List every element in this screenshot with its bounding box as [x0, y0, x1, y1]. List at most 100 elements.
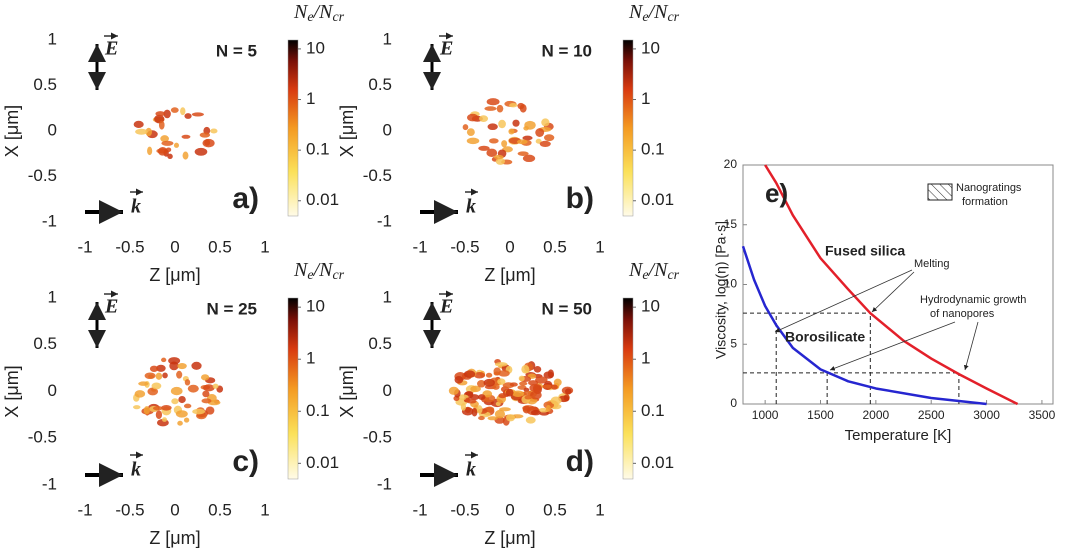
series-line [764, 164, 1019, 406]
density-blob [466, 137, 480, 145]
density-blob [170, 107, 179, 113]
panel-title: N = 25 [206, 299, 257, 318]
density-blob [477, 380, 486, 388]
y-tick-label: 0 [730, 396, 737, 410]
panel-label: b) [566, 182, 594, 215]
density-blob [163, 109, 171, 119]
density-blob [516, 139, 528, 145]
density-blob [522, 135, 533, 141]
density-blob [544, 134, 555, 142]
panel-title: N = 50 [541, 299, 592, 318]
density-blob [508, 128, 515, 135]
x-tick-label: 3500 [1029, 408, 1056, 422]
density-blob [170, 386, 183, 396]
y-tick-label: 0.5 [33, 75, 57, 94]
y-tick-label: 0 [383, 381, 392, 400]
y-tick-label: 10 [724, 277, 738, 291]
y-tick-label: -1 [42, 474, 57, 493]
x-tick-label: 1 [260, 237, 269, 256]
colorbar-label-part: N [628, 259, 644, 281]
y-tick-label: -1 [377, 211, 392, 230]
y-tick-label: 1 [383, 29, 392, 48]
density-blob [177, 420, 183, 426]
density-blob [147, 146, 153, 156]
x-tick-label: -1 [412, 500, 427, 519]
density-blob [460, 403, 467, 411]
density-blob [151, 382, 162, 390]
colorbar-tick-label: 10 [641, 297, 660, 316]
density-blob [479, 115, 489, 123]
density-blob [565, 388, 572, 395]
colorbar-tick-label: 0.01 [306, 190, 339, 209]
wave-label: k [466, 196, 476, 218]
density-blob [487, 123, 498, 131]
x-tick-label: -1 [77, 237, 92, 256]
x-axis-label: Z [μm] [149, 528, 200, 548]
colorbar-label-part: e [642, 268, 648, 283]
colorbar-label: Ne/Ncr [628, 1, 680, 26]
colorbar-tick-label: 0.1 [306, 140, 330, 159]
density-blob [509, 382, 518, 387]
density-blob [535, 138, 542, 144]
density-blob [192, 408, 206, 415]
colorbar-label-part: cr [667, 10, 679, 25]
y-tick-label: 15 [724, 217, 738, 231]
colorbar-tick-label: 10 [306, 38, 325, 57]
colorbar-label: Ne/Ncr [628, 259, 680, 284]
annotation: Hydrodynamic growth [920, 294, 1026, 306]
density-blob [486, 148, 498, 158]
field-label: E [104, 296, 118, 318]
x-axis-label: Z [μm] [149, 265, 200, 285]
series-label: Borosilicate [785, 329, 865, 345]
density-blob [157, 147, 168, 156]
density-blob [194, 147, 208, 156]
density-blob [505, 414, 516, 422]
density-blob [498, 393, 507, 399]
density-blob [448, 386, 459, 395]
colorbar-label-part: /N [648, 259, 670, 281]
panel-label: e) [765, 178, 788, 208]
density-blob [200, 374, 210, 381]
colorbar-label-part: /N [313, 1, 335, 23]
density-blob [183, 417, 190, 423]
colorbar-label: Ne/Ncr [293, 1, 345, 26]
x-tick-label: -1 [77, 500, 92, 519]
density-blob [156, 364, 166, 372]
x-tick-label: 1 [595, 500, 604, 519]
density-blob [484, 106, 497, 111]
density-blob [499, 407, 511, 412]
density-blob [175, 410, 188, 418]
density-blob [155, 372, 163, 380]
y-tick-label: 20 [724, 157, 738, 171]
density-blob [161, 357, 167, 363]
field-label: E [104, 38, 118, 60]
density-blob [169, 361, 179, 371]
density-blob [476, 405, 483, 414]
density-blob [454, 375, 464, 384]
x-tick-label: 0.5 [208, 500, 232, 519]
colorbar-label-part: N [293, 259, 309, 281]
density-blob [212, 383, 219, 389]
y-tick-label: 0.5 [368, 334, 392, 353]
x-tick-label: -0.5 [115, 237, 144, 256]
y-tick-label: -1 [377, 474, 392, 493]
panel-title: N = 10 [541, 41, 592, 60]
density-blob [493, 154, 504, 160]
y-axis-label: X [μm] [2, 105, 22, 157]
density-blob [524, 120, 536, 130]
colorbar-tick-label: 10 [306, 297, 325, 316]
density-blob [512, 119, 520, 127]
density-blob [161, 417, 168, 422]
y-axis-label: X [μm] [337, 105, 357, 157]
y-tick-label: -0.5 [28, 428, 57, 447]
legend-swatch [927, 183, 953, 201]
density-blob [541, 118, 550, 127]
density-blob [173, 142, 180, 148]
density-blob [467, 113, 479, 122]
density-blob [493, 367, 501, 376]
density-blob [143, 406, 151, 415]
density-blob [519, 381, 528, 386]
density-blob [535, 376, 548, 384]
density-blob [530, 390, 542, 400]
